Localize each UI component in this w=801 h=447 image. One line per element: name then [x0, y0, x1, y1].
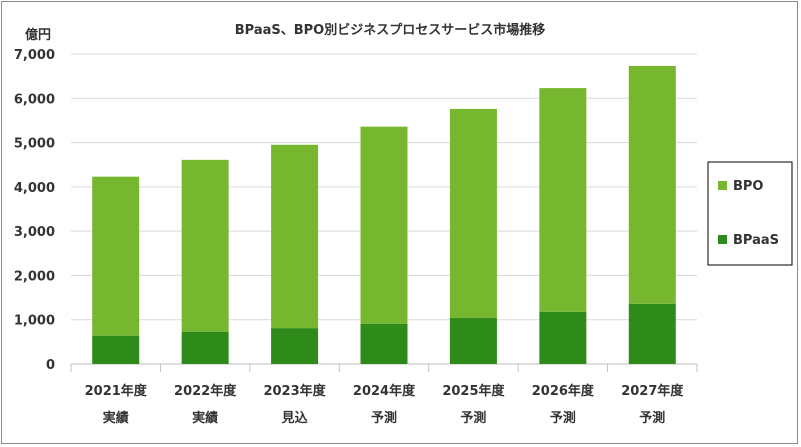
- legend-box: [707, 161, 793, 266]
- legend-label-bpo: BPO: [733, 179, 764, 194]
- y-tick-label: 5,000: [14, 137, 55, 152]
- y-axis-ticks: 0 1,000 2,000 3,000 4,000 5,000 6,000 7,000: [14, 48, 55, 373]
- x-tick-label-year: 2027年度: [621, 383, 684, 399]
- y-tick-label: 3,000: [14, 225, 55, 240]
- bar-bpaas-1: [181, 331, 229, 364]
- bar-bpo-0: [92, 176, 140, 336]
- x-tick-label-status: 実績: [192, 410, 218, 426]
- legend-swatch-bpo: [718, 181, 727, 190]
- bar-bpaas-4: [449, 317, 497, 364]
- legend-swatch-bpaas: [718, 235, 727, 244]
- bar-bpaas-2: [271, 328, 319, 364]
- x-tick-label-year: 2025年度: [442, 383, 505, 399]
- x-tick-label-year: 2026年度: [532, 383, 595, 399]
- bar-bpo-5: [539, 88, 587, 312]
- x-tick-label-status: 見込: [281, 410, 309, 426]
- x-tick-label-status: 実績: [103, 410, 129, 426]
- y-tick-label: 7,000: [14, 48, 55, 63]
- bar-bpaas-5: [539, 311, 587, 364]
- y-tick-label: 1,000: [14, 314, 55, 329]
- legend-label-bpaas: BPaaS: [733, 233, 779, 248]
- y-tick-label: 0: [46, 358, 55, 373]
- bar-bpo-4: [449, 108, 497, 318]
- bar-bpo-6: [628, 65, 676, 304]
- bar-bpo-3: [360, 126, 408, 324]
- x-tick-label-year: 2023年度: [263, 383, 326, 399]
- y-tick-label: 2,000: [14, 269, 55, 284]
- bar-bpo-2: [271, 144, 319, 329]
- legend: BPO BPaaS: [707, 161, 793, 266]
- x-tick-label-status: 予測: [371, 410, 397, 426]
- y-tick-label: 6,000: [14, 92, 55, 107]
- chart-title: BPaaS、BPO別ビジネスプロセスサービス市場推移: [235, 22, 545, 38]
- x-tick-label-year: 2024年度: [353, 383, 416, 399]
- x-tick-label-status: 予測: [550, 410, 576, 426]
- bar-bpo-1: [181, 159, 229, 332]
- bar-bpaas-3: [360, 323, 408, 364]
- bar-bpaas-0: [92, 335, 140, 364]
- bars: [92, 65, 676, 364]
- x-tick-label-year: 2021年度: [85, 383, 148, 399]
- y-tick-label: 4,000: [14, 181, 55, 196]
- x-tick-label-year: 2022年度: [174, 383, 237, 399]
- x-tick-label-status: 予測: [639, 410, 665, 426]
- x-tick-label-status: 予測: [460, 410, 486, 426]
- x-axis-labels: 2021年度実績2022年度実績2023年度見込2024年度予測2025年度予測…: [85, 383, 685, 426]
- y-unit-label: 億円: [25, 27, 51, 43]
- bar-bpaas-6: [628, 303, 676, 364]
